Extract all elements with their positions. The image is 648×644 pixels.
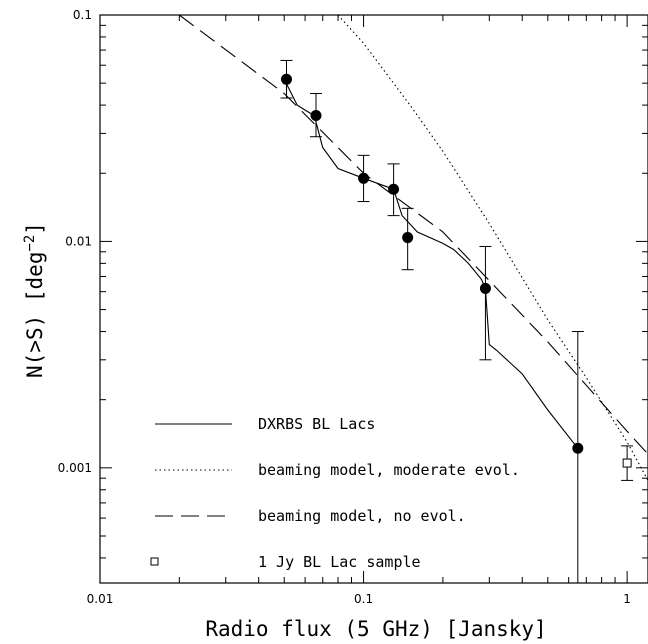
y-axis-title-main: N(>S) [deg [23, 252, 47, 378]
x-tick-label: 0.1 [354, 592, 373, 606]
series-line [178, 15, 648, 455]
data-points [280, 59, 634, 583]
chart-legend: DXRBS BL Lacs beaming model, moderate evo… [150, 415, 520, 571]
legend-label: 1 Jy BL Lac sample [258, 553, 421, 571]
axis-ticks: 0.01 0.1 1 0.1 0.01 0.001 [58, 8, 648, 606]
data-point [572, 442, 584, 454]
data-point [402, 232, 414, 244]
x-tick-label: 1 [623, 592, 631, 606]
legend-label: beaming model, moderate evol. [258, 461, 520, 479]
data-point [358, 172, 370, 184]
data-point [310, 109, 322, 121]
data-point [388, 183, 400, 195]
series-line [337, 15, 648, 481]
series-line [283, 79, 579, 449]
plot-frame [99, 14, 648, 584]
y-tick-label: 0.1 [73, 8, 92, 22]
legend-marker [150, 557, 159, 566]
y-tick-label: 0.001 [58, 461, 92, 475]
y-axis-title-close: ] [23, 222, 47, 235]
data-point [479, 282, 491, 294]
legend-label: beaming model, no evol. [258, 507, 466, 525]
data-point-square [622, 458, 632, 468]
legend-label: DXRBS BL Lacs [258, 415, 375, 433]
data-point [280, 73, 292, 85]
x-tick-label: 0.01 [87, 592, 114, 606]
y-axis-title-sup: −2 [22, 235, 38, 252]
y-axis-title: N(>S) [deg−2] [22, 222, 47, 378]
x-axis-title: Radio flux (5 GHz) [Jansky] [205, 617, 546, 641]
y-tick-label: 0.01 [65, 234, 92, 248]
